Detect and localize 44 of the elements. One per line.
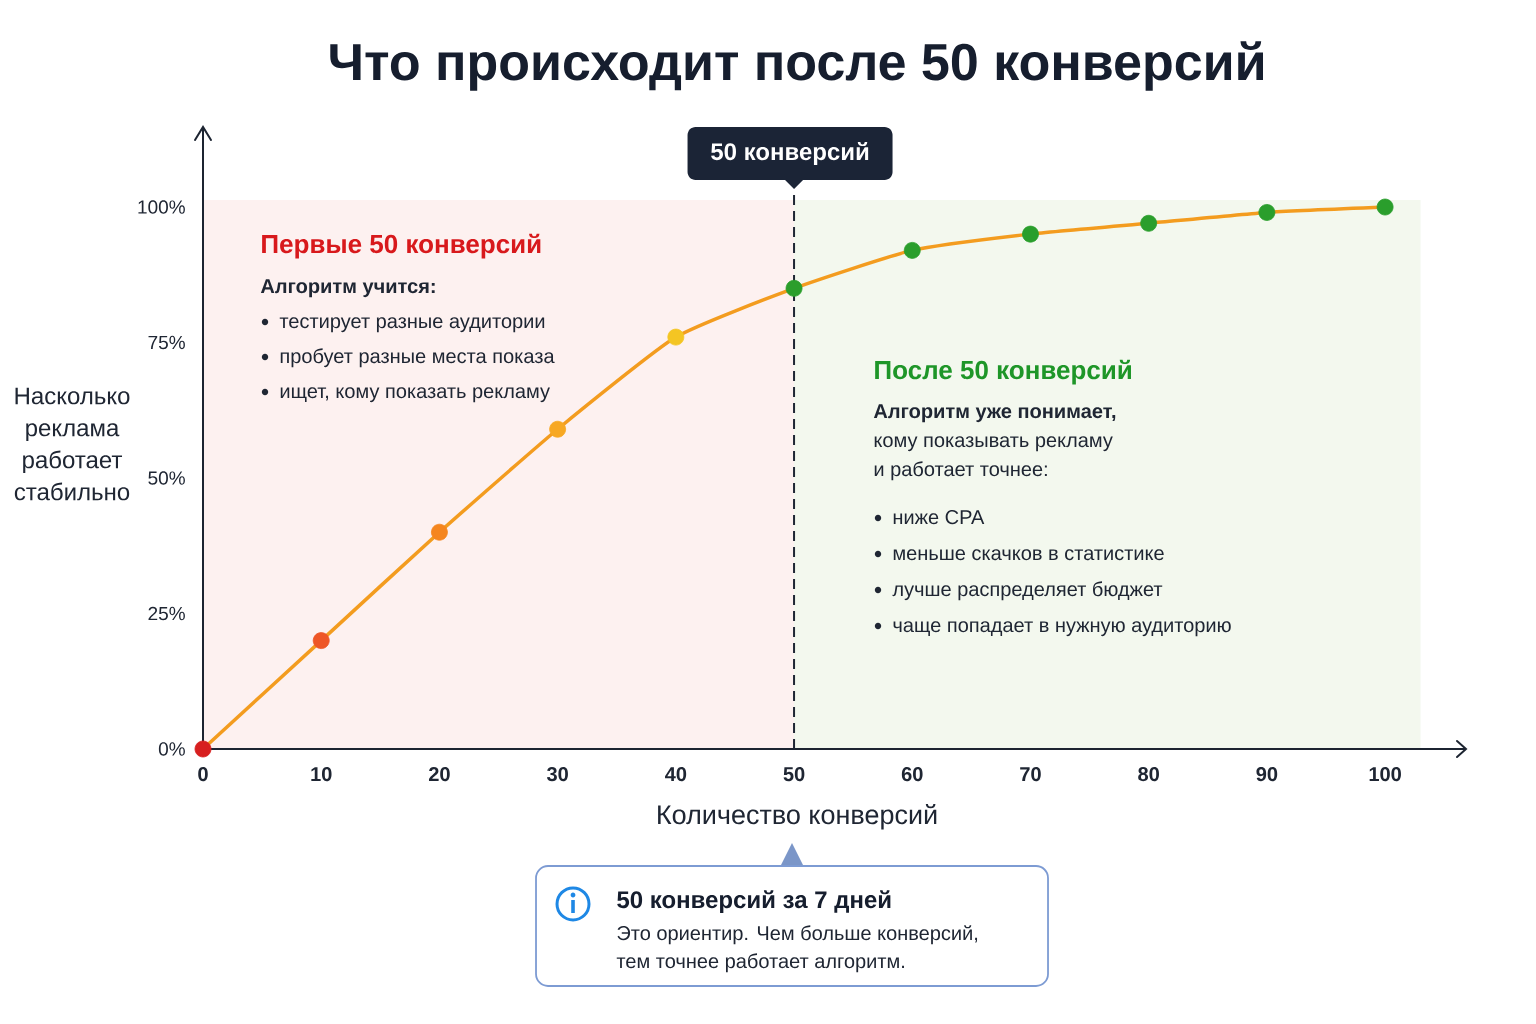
annotation: Алгоритм учится: <box>260 279 435 298</box>
annotation: Алгоритм уже понимает, кому показывать рекламу и работает точнее: <box>873 404 1116 481</box>
y-tick-label: 100% <box>138 200 185 214</box>
point <box>1258 204 1276 221</box>
annotation: чаще попадает в нужную аудиторию <box>893 621 1231 637</box>
annotation: пробует разные места показа <box>280 348 555 368</box>
y-tick-label: 25% <box>148 606 185 621</box>
annotation: лучше распределяет бюджет <box>892 581 1163 601</box>
x-tick-label: 90 <box>1256 767 1278 782</box>
point <box>1140 214 1158 232</box>
point <box>312 632 330 650</box>
ref-line-label: 50 конверсий <box>711 142 869 165</box>
point <box>431 523 448 541</box>
x-tick-label: 70 <box>1020 767 1041 782</box>
point <box>549 420 567 438</box>
x-tick-label: 20 <box>428 767 450 782</box>
point <box>1022 225 1039 243</box>
text: 50 конверсий за 7 дней <box>617 890 891 913</box>
chart-title: Что происходит после 50 конверсий <box>330 41 1263 91</box>
point <box>903 241 921 259</box>
y-tick-label: 50% <box>148 471 185 485</box>
x-tick-label: 50 <box>783 767 805 782</box>
x-tick-label: 40 <box>665 767 687 782</box>
annotation: ищет, кому показать рекламу <box>280 387 550 403</box>
point <box>194 740 212 758</box>
point <box>1376 198 1394 216</box>
x-tick-label: 10 <box>311 767 332 782</box>
point <box>785 279 803 297</box>
y-tick-label: 75% <box>148 335 185 350</box>
band-label: Первые 50 конверсий <box>262 233 541 259</box>
x-tick-label: 60 <box>901 767 923 782</box>
y-axis-title: Насколько реклама работает стабильно <box>14 387 130 501</box>
band-label: После 50 конверсий <box>875 359 1131 385</box>
x-tick-label: 30 <box>546 767 568 782</box>
x-tick-label: 100 <box>1369 767 1401 782</box>
x-tick-label: 80 <box>1138 767 1159 782</box>
x-tick-label: 0 <box>198 767 208 782</box>
text: Это ориентир. Чем больше конверсий, тем точнее работает алгоритм. <box>616 925 978 973</box>
annotation: ниже CPA <box>893 510 985 525</box>
x-axis-title: Количество конверсий <box>658 803 937 830</box>
annotation: меньше скачков в статистике <box>893 549 1164 561</box>
y-tick-label: 0% <box>158 742 185 756</box>
point <box>667 328 685 346</box>
annotation: тестирует разные аудитории <box>279 317 545 333</box>
